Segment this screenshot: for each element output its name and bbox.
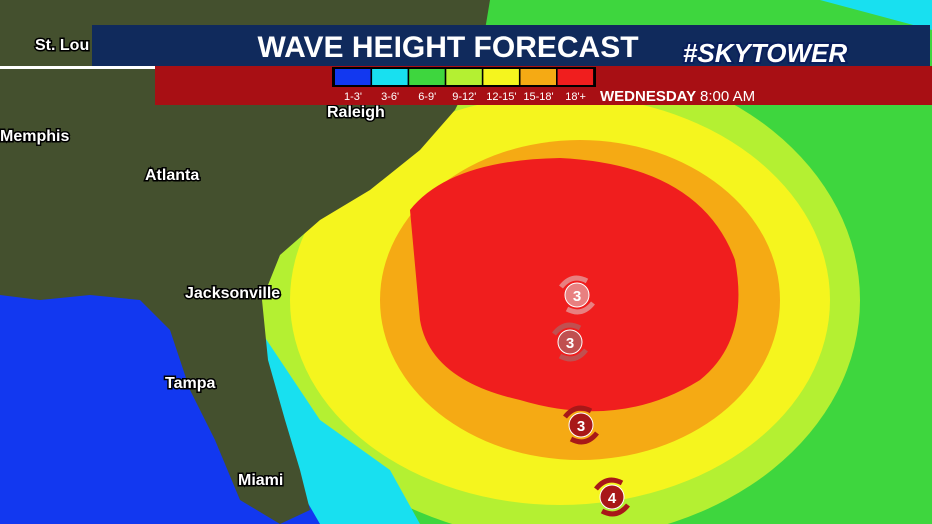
city-label: Atlanta [145, 167, 199, 184]
legend-label: 3-6' [381, 91, 399, 103]
land [0, 0, 490, 524]
day: WEDNESDAY [600, 88, 696, 105]
ocean-band [0, 0, 932, 30]
legend-label: 9-12' [452, 91, 476, 103]
storm-icon [599, 484, 625, 510]
storm-arms [563, 405, 599, 445]
time-label: WEDNESDAY 8:00 AM [600, 88, 755, 105]
storm-category: 3 [566, 335, 574, 352]
legend-swatch [520, 69, 556, 85]
legend-swatch [372, 69, 408, 85]
storm-arms [552, 322, 588, 362]
brand: #SKYTOWER [683, 38, 847, 68]
legend-swatch [446, 69, 482, 85]
time: 8:00 AM [700, 88, 755, 105]
storm-icon [564, 282, 590, 308]
legend-label: 15-18' [523, 91, 553, 103]
storm-arms [594, 477, 630, 517]
header-rule [0, 66, 155, 69]
storm-icon [557, 329, 583, 355]
storm-icon [568, 412, 594, 438]
storm-category: 4 [608, 490, 617, 507]
city-label: Miami [238, 472, 283, 489]
legend-label: 12-15' [486, 91, 516, 103]
city-label: Jacksonville [185, 285, 280, 302]
legend-label: 6-9' [418, 91, 436, 103]
title: WAVE HEIGHT FORECAST [257, 31, 638, 64]
storm-arms [559, 275, 595, 315]
city-label: St. Lou [35, 37, 89, 54]
legend-swatch [557, 69, 594, 85]
legend-swatch [335, 69, 371, 85]
city-label: Raleigh [327, 104, 385, 121]
legend-label: 18'+ [565, 91, 586, 103]
storm-category: 3 [577, 418, 585, 435]
storm-category: 3 [573, 288, 581, 305]
legend-swatch [483, 69, 519, 85]
header-bar [92, 25, 930, 66]
city-label: Tampa [165, 375, 215, 392]
city-label: Memphis [0, 128, 69, 145]
legend-swatch [409, 69, 445, 85]
legend-label: 1-3' [344, 91, 362, 103]
